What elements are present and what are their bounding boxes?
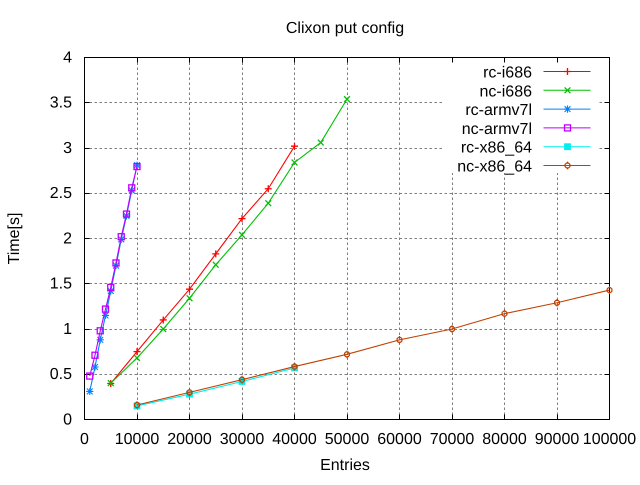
svg-text:2: 2 [63,230,72,247]
svg-text:0: 0 [80,431,89,448]
svg-text:Time[s]: Time[s] [6,213,23,265]
svg-text:0.5: 0.5 [50,366,72,383]
svg-text:1.5: 1.5 [50,276,72,293]
svg-text:20000: 20000 [167,431,212,448]
svg-text:100000: 100000 [583,431,636,448]
svg-text:80000: 80000 [482,431,527,448]
svg-text:Clixon put config: Clixon put config [286,20,404,37]
svg-text:2.5: 2.5 [50,185,72,202]
svg-text:3.5: 3.5 [50,95,72,112]
svg-text:1: 1 [63,321,72,338]
svg-text:50000: 50000 [325,431,370,448]
svg-text:nc-i686: nc-i686 [480,83,533,100]
svg-text:70000: 70000 [430,431,475,448]
svg-text:nc-armv7l: nc-armv7l [462,121,532,138]
svg-text:4: 4 [63,49,72,66]
svg-text:3: 3 [63,140,72,157]
svg-text:rc-i686: rc-i686 [483,65,532,82]
svg-text:Entries: Entries [320,457,370,474]
svg-text:nc-x86_64: nc-x86_64 [457,159,532,176]
svg-text:30000: 30000 [220,431,265,448]
svg-text:60000: 60000 [377,431,422,448]
svg-text:0: 0 [63,411,72,428]
svg-text:rc-armv7l: rc-armv7l [465,102,532,119]
svg-text:90000: 90000 [535,431,580,448]
svg-text:10000: 10000 [115,431,160,448]
svg-text:40000: 40000 [272,431,317,448]
svg-text:rc-x86_64: rc-x86_64 [461,140,532,157]
